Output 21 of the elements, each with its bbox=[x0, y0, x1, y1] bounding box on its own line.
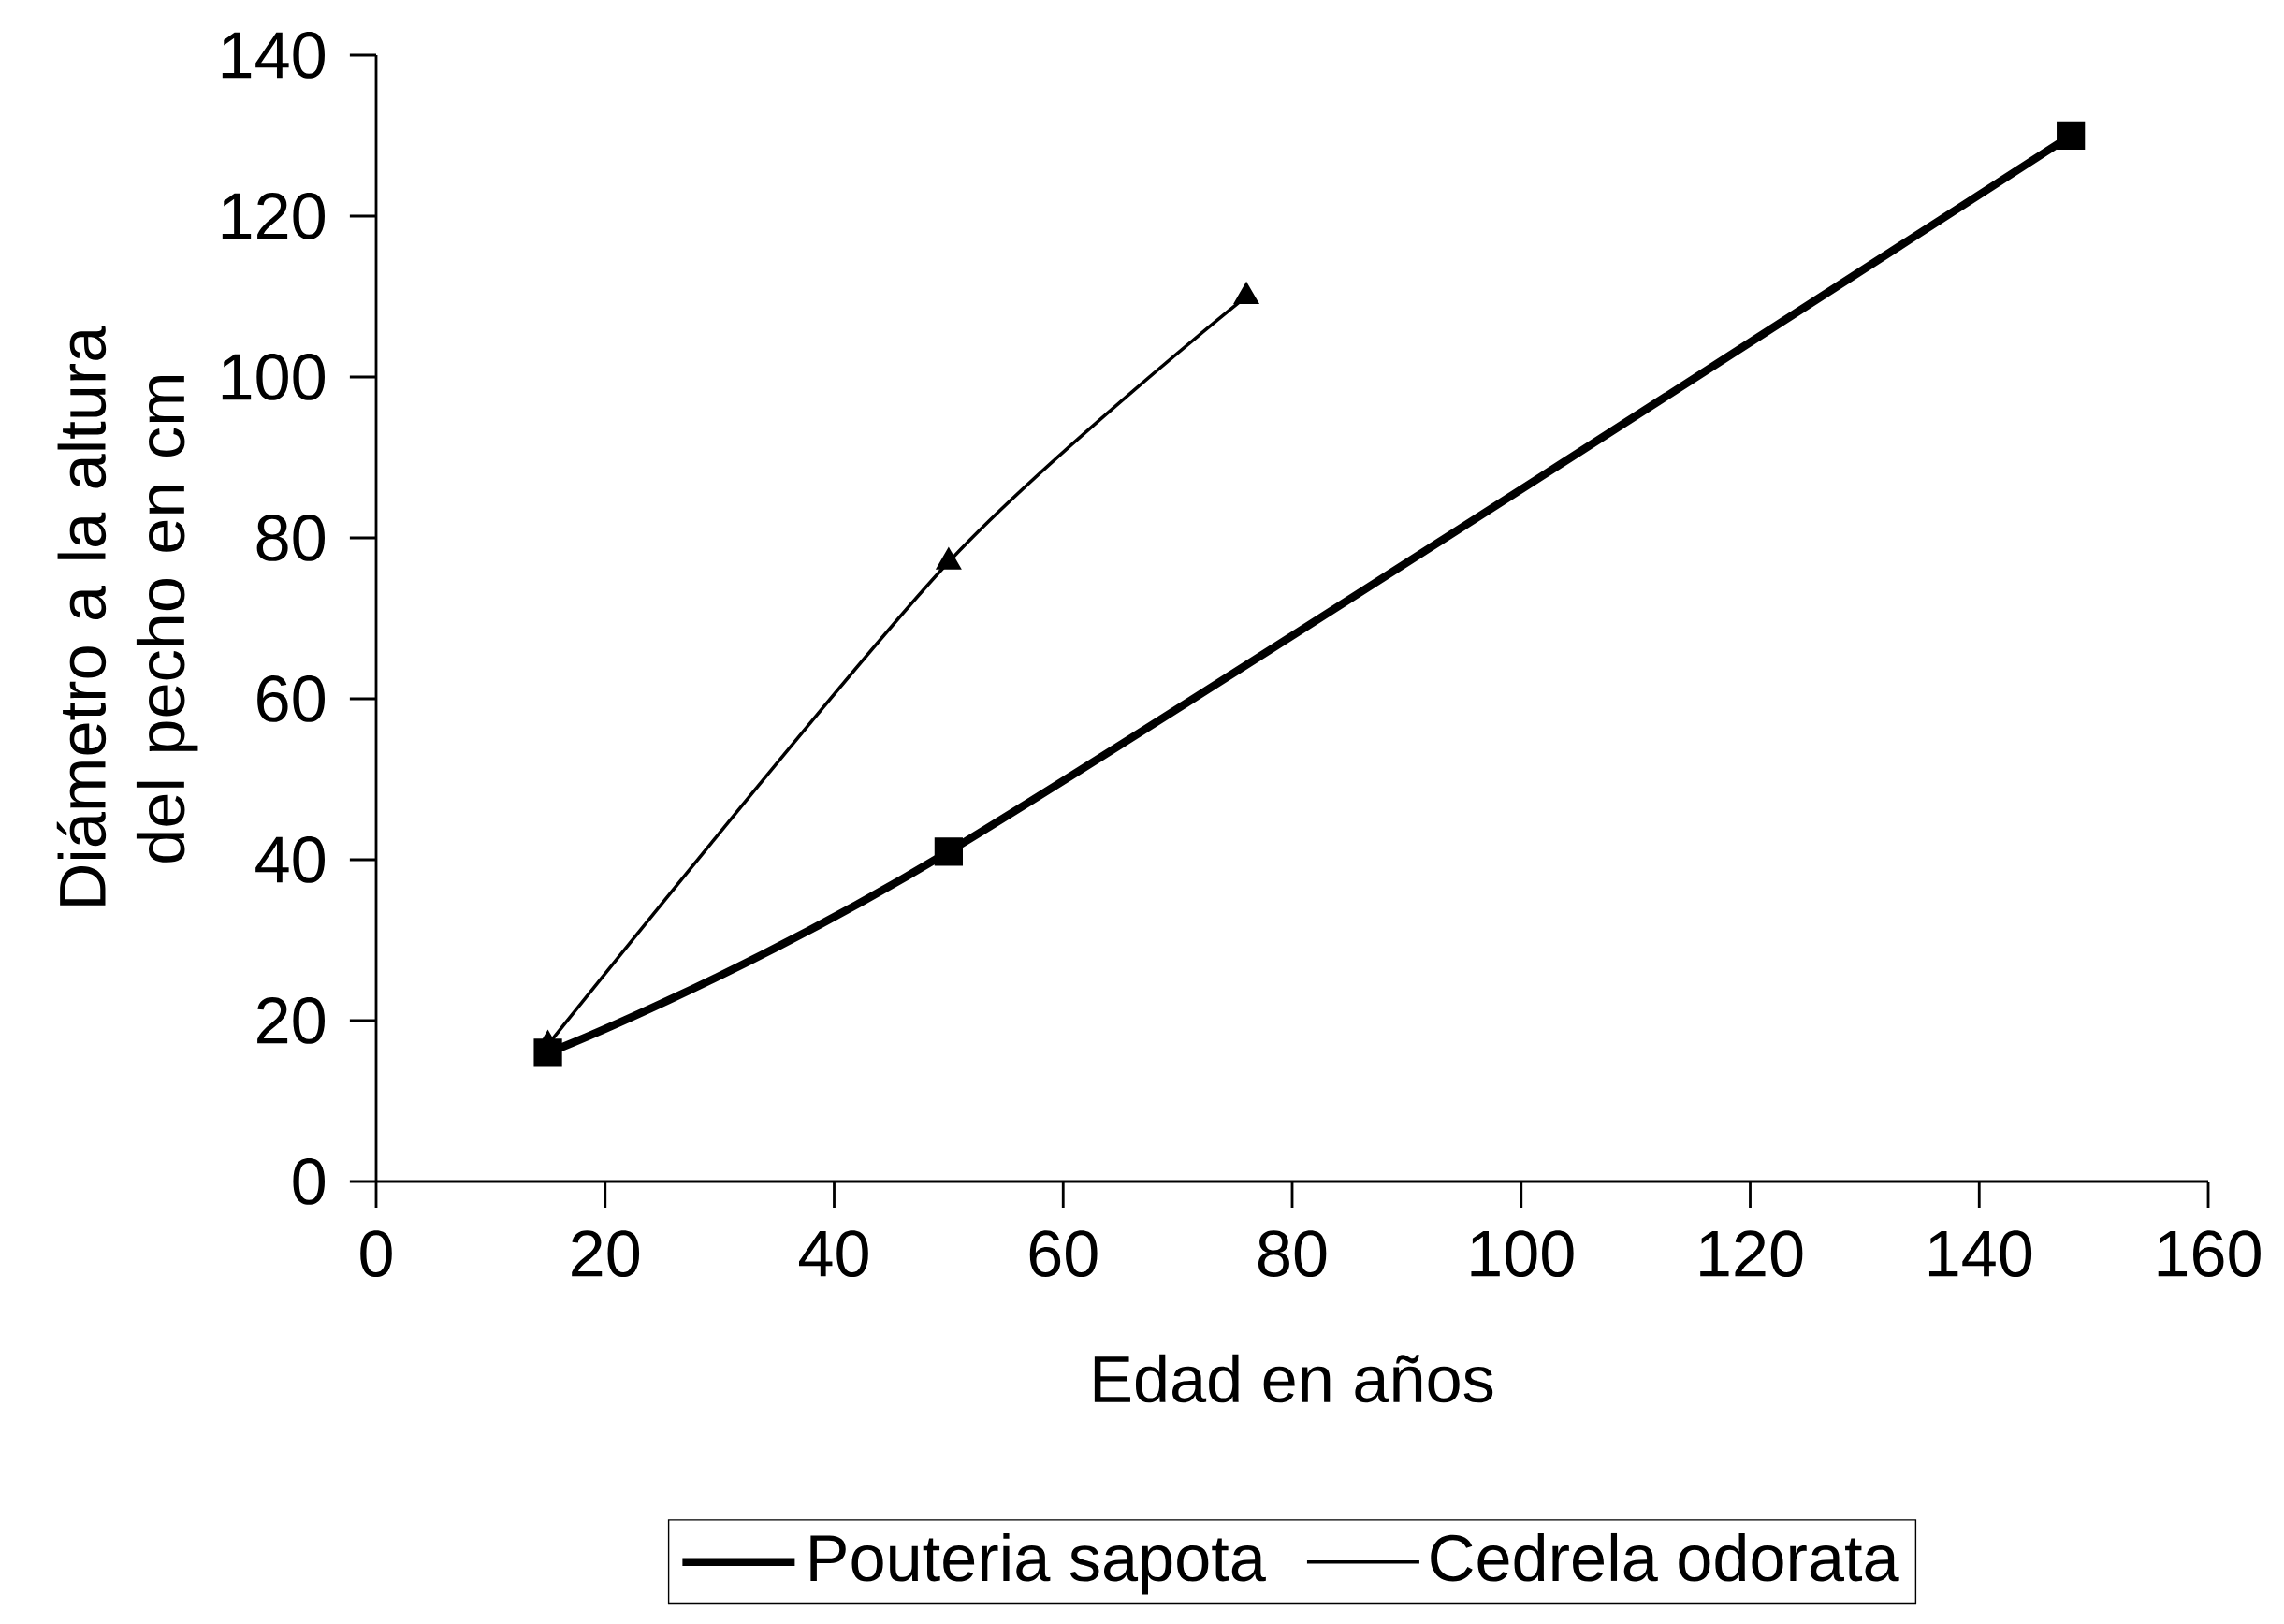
y-tick-label: 60 bbox=[257, 675, 325, 722]
x-tick-label: 160 bbox=[2158, 1230, 2261, 1277]
legend-label: Cedrela odorata bbox=[1431, 1532, 1899, 1582]
y-tick-label: 20 bbox=[257, 997, 325, 1044]
x-tick-label: 40 bbox=[799, 1230, 868, 1277]
x-tick-label: 80 bbox=[1258, 1230, 1327, 1277]
y-tick-label: 80 bbox=[256, 515, 325, 561]
y-tick-label: 0 bbox=[293, 1158, 325, 1205]
x-tick-label: 60 bbox=[1029, 1230, 1098, 1277]
y-tick-label: 40 bbox=[255, 836, 325, 883]
x-tick-label: 100 bbox=[1471, 1230, 1574, 1277]
x-tick-label: 120 bbox=[1700, 1230, 1803, 1277]
y-tick-label: 100 bbox=[222, 354, 325, 400]
x-tick-label: 0 bbox=[360, 1230, 392, 1277]
x-tick-label: 140 bbox=[1928, 1230, 2032, 1277]
y-tick-label: 140 bbox=[222, 32, 325, 79]
x-tick-label: 20 bbox=[572, 1230, 640, 1277]
legend-label: Pouteria sapota bbox=[810, 1532, 1266, 1595]
x-axis-title: Edad en años bbox=[1094, 1354, 1493, 1403]
y-axis-title: Diámetro a la altura del pecho en cm bbox=[56, 326, 198, 906]
y-tick-label: 120 bbox=[222, 193, 325, 239]
